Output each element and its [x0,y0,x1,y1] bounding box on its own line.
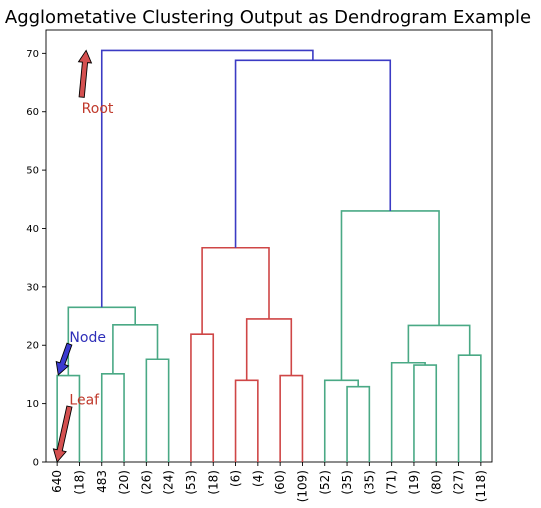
leaf-label: (60) [273,470,287,495]
y-tick-label: 70 [26,49,39,60]
dendrogram-link [234,59,392,248]
leaf-label: (35) [362,470,376,495]
leaf-label: (18) [206,470,220,495]
y-axis: 0 10 20 30 40 50 60 70 [26,49,46,469]
dendrogram-link [100,373,125,462]
leaf-label: (4) [251,470,265,487]
dendrogram-link [100,49,314,308]
leaf-label: (80) [429,470,443,495]
leaf-label: (24) [162,470,176,495]
annotation-label: Node [69,330,106,346]
dendrogram-link [413,364,438,462]
annotation-label: Root [82,101,114,117]
leaf-label: (109) [295,470,309,502]
dendrogram-link [346,385,371,462]
y-tick-label: 30 [26,282,39,293]
y-tick-label: 0 [33,458,39,469]
dendrogram-link [112,324,159,374]
dendrogram-link [190,333,215,462]
y-tick-label: 40 [26,224,39,235]
annotation-label: Leaf [69,393,100,409]
leaf-label: (19) [407,470,421,495]
annotation-arrow [52,405,73,463]
dendrogram-link [279,374,304,462]
leaf-label: (118) [474,470,488,502]
dendrogram-link [234,379,259,462]
dendrogram-link [323,379,360,462]
annotation-arrow [77,49,93,98]
leaf-label: (53) [184,470,198,495]
leaf-label: (20) [117,470,131,495]
leaf-label: 640 [50,470,64,493]
dendrogram-link [245,318,293,381]
x-axis: 640 (18) 483 (20) (26) (24) (53) (18) (6) (4) (60)… [50,462,488,502]
leaf-label: 483 [95,470,109,493]
plot-frame [45,29,493,463]
leaf-label: (27) [452,470,466,495]
annotations: Root Node Leaf [52,49,114,463]
dendrogram-link [407,324,471,363]
chart-title: Agglometative Clustering Output as Dendr… [5,7,531,28]
leaf-label: (52) [318,470,332,495]
leaf-label: (6) [229,470,243,487]
leaf-label: (71) [385,470,399,495]
dendrogram-links [56,49,482,462]
leaf-label: (18) [72,470,86,495]
leaf-label: (26) [139,470,153,495]
y-tick-label: 50 [26,166,39,177]
y-tick-label: 10 [26,399,39,410]
y-tick-label: 20 [26,341,39,352]
dendrogram-link [201,246,270,335]
y-tick-label: 60 [26,107,39,118]
leaf-label: (35) [340,470,354,495]
dendrogram-link [457,354,482,462]
dendrogram-link [340,210,440,381]
dendrogram-link [145,358,170,462]
dendrogram-link [390,361,426,462]
annotation-arrow [55,342,73,376]
